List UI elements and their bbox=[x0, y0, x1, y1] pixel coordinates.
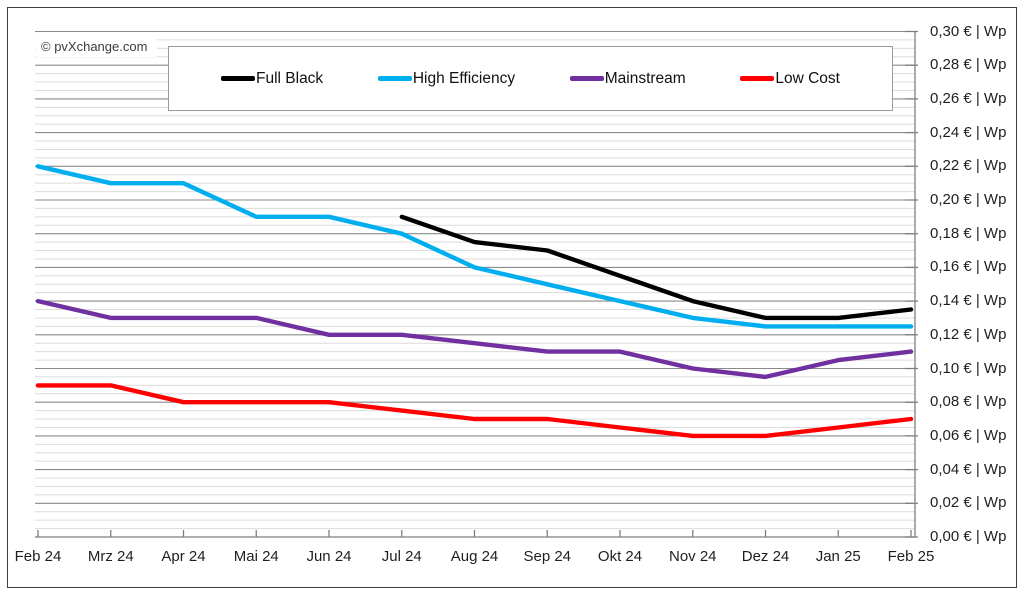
legend-label: Low Cost bbox=[775, 69, 840, 87]
y-axis-label: 0,30 € | Wp bbox=[930, 22, 1007, 40]
x-axis-label: Okt 24 bbox=[597, 548, 643, 565]
legend-item-high-efficiency: High Efficiency bbox=[377, 69, 516, 88]
x-axis-label: Sep 24 bbox=[523, 548, 572, 565]
x-axis-label: Aug 24 bbox=[450, 548, 499, 565]
y-axis-label: 0,24 € | Wp bbox=[930, 123, 1007, 141]
x-axis-label: Dez 24 bbox=[741, 548, 790, 565]
x-axis-label: Feb 24 bbox=[14, 548, 62, 565]
legend-line-swatch bbox=[221, 76, 255, 81]
series-line-full-black bbox=[399, 214, 914, 321]
y-axis-label: 0,28 € | Wp bbox=[930, 56, 1007, 74]
y-axis-label: 0,02 € | Wp bbox=[930, 494, 1007, 512]
watermark: © pvXchange.com bbox=[36, 36, 158, 57]
legend-label: Mainstream bbox=[604, 69, 686, 87]
y-axis-label: 0,08 € | Wp bbox=[930, 393, 1007, 411]
y-axis-label: 0,26 € | Wp bbox=[930, 89, 1007, 107]
y-axis-label: 0,12 € | Wp bbox=[930, 325, 1007, 343]
x-axis-label: Jul 24 bbox=[381, 548, 422, 565]
x-axis-label: Apr 24 bbox=[161, 548, 206, 565]
y-axis-label: 0,16 € | Wp bbox=[930, 258, 1007, 276]
x-axis-label: Nov 24 bbox=[668, 548, 717, 565]
legend-label: Full Black bbox=[256, 69, 324, 87]
x-axis-label: Mai 24 bbox=[233, 548, 279, 565]
legend: Full Black High Efficiency Mainstream Low C… bbox=[168, 46, 893, 111]
y-axis-label: 0,06 € | Wp bbox=[930, 426, 1007, 444]
y-axis-label: 0,22 € | Wp bbox=[930, 157, 1007, 175]
y-axis-label: 0,10 € | Wp bbox=[930, 359, 1007, 377]
legend-line-swatch bbox=[569, 76, 604, 81]
x-axis-label: Feb 25 bbox=[887, 548, 935, 565]
legend-label: High Efficiency bbox=[412, 69, 516, 87]
legend-item-full-black: Full Black bbox=[221, 70, 323, 88]
series-line-mainstream bbox=[35, 298, 914, 380]
legend-item-mainstream: Mainstream bbox=[569, 69, 686, 88]
series-line-low-cost bbox=[35, 383, 914, 439]
legend-item-low-cost: Low Cost bbox=[740, 70, 840, 88]
series-line-high-efficiency bbox=[35, 164, 914, 329]
x-axis-label: Mrz 24 bbox=[87, 548, 134, 565]
x-axis-label: Jun 24 bbox=[306, 548, 352, 565]
y-axis-label: 0,14 € | Wp bbox=[930, 292, 1007, 310]
y-axis-label: 0,04 € | Wp bbox=[930, 460, 1007, 478]
legend-line-swatch bbox=[740, 76, 775, 81]
legend-line-swatch bbox=[377, 76, 412, 81]
y-axis-label: 0,20 € | Wp bbox=[930, 191, 1007, 208]
y-axis-label: 0,00 € | Wp bbox=[930, 528, 1007, 545]
x-axis-label: Jan 25 bbox=[815, 548, 861, 565]
y-axis-label: 0,18 € | Wp bbox=[930, 224, 1007, 242]
